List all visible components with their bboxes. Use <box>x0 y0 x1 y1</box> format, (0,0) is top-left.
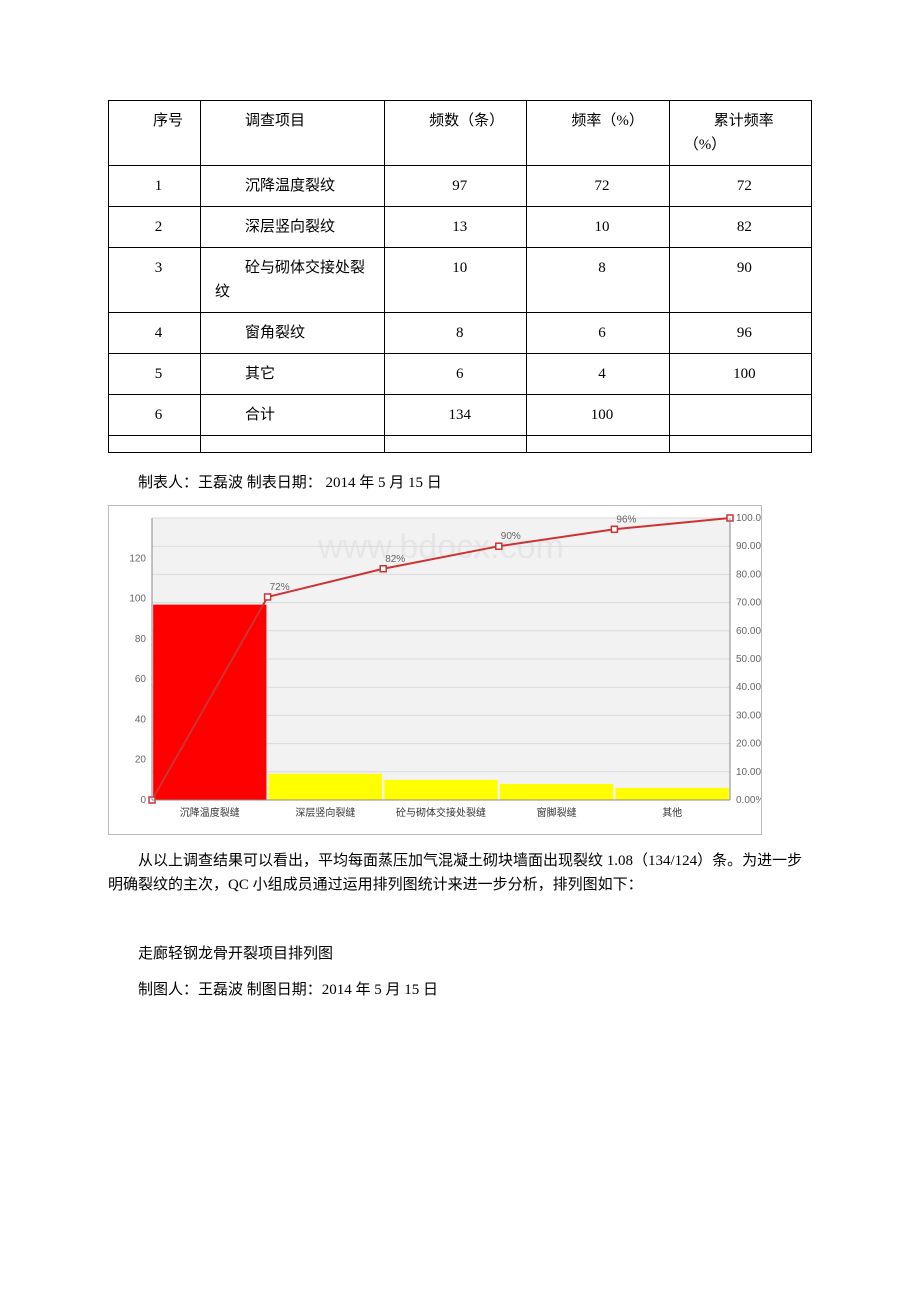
table-cell: 3 <box>109 248 201 313</box>
table-cell: 4 <box>527 354 669 395</box>
svg-text:深层竖向裂缝: 深层竖向裂缝 <box>295 806 355 819</box>
svg-text:40.00%: 40.00% <box>736 682 762 693</box>
svg-text:120: 120 <box>129 553 146 564</box>
svg-text:72%: 72% <box>270 582 290 593</box>
svg-text:0.00%: 0.00% <box>736 795 762 806</box>
table-row: 1沉降温度裂纹977272 <box>109 166 812 207</box>
defect-frequency-table: 序号 调查项目 频数（条） 频率（%） 累计频率（%） 1沉降温度裂纹97727… <box>108 100 812 453</box>
svg-text:其他: 其他 <box>662 806 682 819</box>
table-cell: 合计 <box>201 395 385 436</box>
svg-text:60: 60 <box>135 674 147 685</box>
table-cell: 97 <box>385 166 527 207</box>
svg-text:80.00%: 80.00% <box>736 569 762 580</box>
svg-text:40: 40 <box>135 714 147 725</box>
svg-text:0: 0 <box>140 795 146 806</box>
table-cell: 72 <box>669 166 811 207</box>
svg-text:100.00%: 100.00% <box>736 513 762 524</box>
table-cell: 13 <box>385 207 527 248</box>
table-cell: 10 <box>527 207 669 248</box>
table-cell: 134 <box>385 395 527 436</box>
svg-text:80: 80 <box>135 634 147 645</box>
table-row: 4窗角裂纹8696 <box>109 313 812 354</box>
table-cell: 6 <box>109 395 201 436</box>
table-cell: 82 <box>669 207 811 248</box>
table-cell: 4 <box>109 313 201 354</box>
svg-text:100: 100 <box>129 594 146 605</box>
svg-text:50.00%: 50.00% <box>736 654 762 665</box>
table-cell: 6 <box>385 354 527 395</box>
table-cell: 沉降温度裂纹 <box>201 166 385 207</box>
table-cell: 2 <box>109 207 201 248</box>
svg-text:70.00%: 70.00% <box>736 598 762 609</box>
table-cell: 96 <box>669 313 811 354</box>
table-cell: 深层竖向裂纹 <box>201 207 385 248</box>
table-cell: 72 <box>527 166 669 207</box>
svg-text:30.00%: 30.00% <box>736 710 762 721</box>
table-cell: 100 <box>669 354 811 395</box>
pareto-section-caption: 制图人：王磊波 制图日期：2014 年 5 月 15 日 <box>108 978 812 1002</box>
table-cell: 100 <box>527 395 669 436</box>
table-cell: 砼与砌体交接处裂纹 <box>201 248 385 313</box>
col-header-count: 频数（条） <box>385 101 527 166</box>
col-header-item: 调查项目 <box>201 101 385 166</box>
table-cell: 6 <box>527 313 669 354</box>
svg-text:96%: 96% <box>616 514 636 525</box>
table-cell: 10 <box>385 248 527 313</box>
analysis-paragraph: 从以上调查结果可以看出，平均每面蒸压加气混凝土砌块墙面出现裂纹 1.08（134… <box>108 849 812 897</box>
pareto-section-title: 走廊轻钢龙骨开裂项目排列图 <box>108 942 812 966</box>
svg-text:82%: 82% <box>385 554 405 565</box>
pareto-chart: www.bdocx.com 0.00% 10.00% 20.00% 30.00% 40.0… <box>108 505 762 835</box>
table-row: 5其它64100 <box>109 354 812 395</box>
table-cell: 5 <box>109 354 201 395</box>
table-cell: 其它 <box>201 354 385 395</box>
table-cell <box>669 395 811 436</box>
table-header-row: 序号 调查项目 频数（条） 频率（%） 累计频率（%） <box>109 101 812 166</box>
table-cell: 8 <box>385 313 527 354</box>
table-row: 3砼与砌体交接处裂纹10890 <box>109 248 812 313</box>
svg-text:60.00%: 60.00% <box>736 626 762 637</box>
table-row-empty <box>109 436 812 453</box>
svg-text:20.00%: 20.00% <box>736 739 762 750</box>
svg-text:10.00%: 10.00% <box>736 767 762 778</box>
table-author-caption: 制表人：王磊波 制表日期： 2014 年 5 月 15 日 <box>108 471 812 495</box>
svg-text:窗脚裂缝: 窗脚裂缝 <box>537 806 577 819</box>
svg-text:砼与砌体交接处裂缝: 砼与砌体交接处裂缝 <box>396 806 486 819</box>
svg-text:20: 20 <box>135 755 147 766</box>
table-row: 2深层竖向裂纹131082 <box>109 207 812 248</box>
svg-text:www.bdocx.com: www.bdocx.com <box>317 528 564 566</box>
col-header-index: 序号 <box>109 101 201 166</box>
col-header-cumrate: 累计频率（%） <box>669 101 811 166</box>
table-cell: 90 <box>669 248 811 313</box>
col-header-rate: 频率（%） <box>527 101 669 166</box>
table-cell: 8 <box>527 248 669 313</box>
svg-text:90.00%: 90.00% <box>736 541 762 552</box>
table-row: 6合计134100 <box>109 395 812 436</box>
table-cell: 1 <box>109 166 201 207</box>
table-cell: 窗角裂纹 <box>201 313 385 354</box>
analysis-text: 从以上调查结果可以看出，平均每面蒸压加气混凝土砌块墙面出现裂纹 1.08（134… <box>108 853 802 893</box>
pareto-chart-svg: www.bdocx.com 0.00% 10.00% 20.00% 30.00% 40.0… <box>109 506 762 835</box>
svg-text:90%: 90% <box>501 531 521 542</box>
svg-text:沉降温度裂缝: 沉降温度裂缝 <box>180 806 240 819</box>
